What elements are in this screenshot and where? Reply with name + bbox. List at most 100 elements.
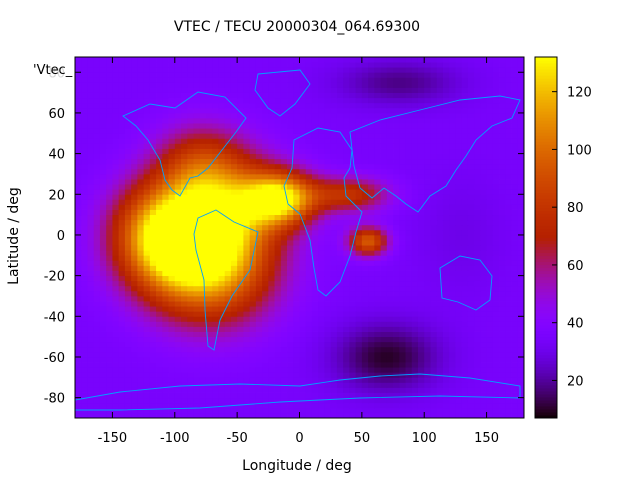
heat-cell <box>461 199 469 205</box>
heat-cell <box>424 184 431 190</box>
heat-cell <box>430 255 438 261</box>
heat-cell <box>480 311 487 317</box>
heat-cell <box>87 290 95 297</box>
heat-cell <box>505 331 512 338</box>
heat-cell <box>262 148 269 154</box>
heat-cell <box>424 209 431 216</box>
heat-cell <box>517 77 525 83</box>
heat-cell <box>411 397 419 404</box>
heat-cell <box>461 372 469 378</box>
heat-cell <box>293 382 300 388</box>
heat-cell <box>124 306 132 312</box>
heat-cell <box>411 224 419 231</box>
heat-cell <box>405 412 413 419</box>
heat-cell <box>442 72 450 78</box>
heat-cell <box>386 275 394 282</box>
heat-cell <box>492 316 500 322</box>
heat-cell <box>505 311 512 317</box>
heat-cell <box>336 387 344 393</box>
heat-cell <box>293 311 300 317</box>
heat-cell <box>480 234 487 241</box>
heat-cell <box>249 179 257 185</box>
heat-cell <box>505 372 512 378</box>
heat-cell <box>255 321 263 327</box>
heat-cell <box>361 301 369 307</box>
heat-cell <box>361 250 369 256</box>
heat-cell <box>137 316 144 322</box>
heat-cell <box>442 199 450 205</box>
heat-cell <box>461 179 469 185</box>
heat-cell <box>411 234 419 241</box>
heat-cell <box>299 377 307 383</box>
heat-cell <box>368 153 375 160</box>
heat-cell <box>168 346 176 353</box>
heat-cell <box>486 234 494 241</box>
heat-cell <box>461 163 469 170</box>
heat-cell <box>99 148 107 154</box>
heat-cell <box>455 367 463 373</box>
heat-cell <box>268 138 275 144</box>
heat-cell <box>399 331 406 338</box>
heat-cell <box>517 377 525 383</box>
heat-cell <box>75 153 82 160</box>
heat-cell <box>330 82 338 88</box>
heat-cell <box>230 194 238 200</box>
heat-cell <box>124 82 132 88</box>
heat-cell <box>374 163 381 170</box>
heat-cell <box>505 102 512 109</box>
heat-cell <box>330 240 338 246</box>
heat-cell <box>93 112 101 119</box>
heat-cell <box>212 301 219 307</box>
heat-cell <box>349 214 357 221</box>
heat-cell <box>442 260 450 266</box>
heat-cell <box>299 402 307 409</box>
heat-cell <box>287 295 294 302</box>
heat-cell <box>280 321 288 327</box>
heat-cell <box>467 184 475 190</box>
heat-cell <box>243 143 251 149</box>
heat-cell <box>93 372 101 378</box>
heat-cell <box>112 407 120 414</box>
heat-cell <box>106 179 113 185</box>
heat-cell <box>230 143 238 149</box>
heat-cell <box>249 356 257 363</box>
heat-cell <box>199 204 207 210</box>
heat-cell <box>449 290 456 297</box>
heat-cell <box>343 189 350 195</box>
heat-cell <box>343 250 350 256</box>
heat-cell <box>174 62 182 68</box>
heat-cell <box>430 229 438 236</box>
heat-cell <box>442 377 450 383</box>
heat-cell <box>149 346 157 353</box>
heat-cell <box>81 133 88 139</box>
heat-cell <box>486 209 494 216</box>
heat-cell <box>131 77 138 83</box>
heat-cell <box>380 260 388 266</box>
heat-cell <box>224 62 232 68</box>
heat-cell <box>374 316 381 322</box>
heat-cell <box>442 331 450 338</box>
heat-cell <box>87 255 95 261</box>
heat-cell <box>230 82 238 88</box>
heat-cell <box>93 224 101 231</box>
heat-cell <box>449 407 456 414</box>
heat-cell <box>330 173 338 180</box>
heat-cell <box>424 311 431 317</box>
heat-cell <box>474 260 481 266</box>
heat-cell <box>199 62 207 68</box>
heat-cell <box>417 67 425 73</box>
heat-cell <box>249 189 257 195</box>
heat-cell <box>467 301 475 307</box>
heat-cell <box>174 138 182 144</box>
heat-cell <box>268 311 275 317</box>
heat-cell <box>386 336 394 343</box>
heat-cell <box>455 148 463 154</box>
heat-cell <box>274 311 282 317</box>
heat-cell <box>131 311 138 317</box>
heat-cell <box>417 158 425 165</box>
heat-cell <box>156 214 163 221</box>
heat-cell <box>280 179 288 185</box>
heat-cell <box>255 102 263 109</box>
heat-cell <box>517 123 525 129</box>
heat-cell <box>268 112 275 119</box>
